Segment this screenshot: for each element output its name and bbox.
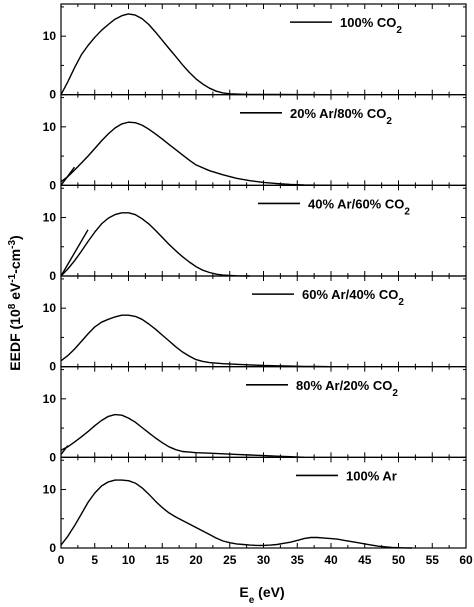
eedf-curve [60,121,332,186]
legend-label: 20% Ar/80% CO2 [290,106,392,127]
legend-label: 100% Ar [346,468,397,483]
legend-label-subscript: 2 [396,25,402,36]
fit-line [60,229,89,277]
x-tick-label: 5 [91,553,98,567]
legend-label: 100% CO2 [340,15,402,35]
panel-5: 0 10 80% Ar/20% CO2 [43,366,467,464]
y-tick-label: 0 [49,269,56,283]
x-axis-title: Ee (eV) [239,584,284,606]
x-tick-label: 30 [257,553,271,567]
panel-frame [60,456,467,549]
x-tick-label: 55 [426,553,440,567]
y-tick-label: 10 [43,120,57,134]
y-tick-label: 10 [43,483,57,497]
y-axis-title-part3: -cm [7,249,23,274]
x-tick-label: 10 [122,553,136,567]
x-tick-label: 0 [58,553,65,567]
y-axis-title-part1: EEDF (10 [7,309,23,371]
x-tick-label: 45 [358,553,372,567]
x-axis-title-unit: (eV) [254,584,284,600]
legend-label-main: 60% Ar/40% CO [302,287,398,302]
y-axis-title-exp3: -3 [7,240,18,249]
fit-line [60,445,69,455]
panel-frame [60,3,467,96]
x-axis-title-main: E [239,584,248,600]
legend-label-main: 100% Ar [346,468,397,483]
legend-label-subscript: 2 [398,297,404,308]
panel-2: 0 10 20% Ar/80% CO2 [43,94,467,192]
y-tick-label: 0 [49,88,56,102]
x-tick-label: 35 [291,553,305,567]
x-tick-label: 20 [189,553,203,567]
y-axis-title: EEDF (108 eV-1-cm-3) [7,235,24,370]
x-tick-label: 25 [223,553,237,567]
panel-3: 0 10 40% Ar/60% CO2 [43,184,467,283]
eedf-curve [60,314,332,368]
legend-label-main: 80% Ar/20% CO [296,378,392,393]
y-tick-label: 10 [43,29,57,43]
x-tick-label: 60 [459,553,473,567]
x-axis-title-subscript: e [249,595,255,606]
y-axis-title-exp1: 8 [7,303,18,309]
eedf-curve [60,212,251,277]
eedf-curve [60,479,413,549]
x-tick-label: 50 [392,553,406,567]
legend-label-subscript: 2 [392,387,398,398]
eedf-curve [60,13,332,96]
legend-label-subscript: 2 [386,115,392,126]
legend-label: 80% Ar/20% CO2 [296,378,398,399]
y-tick-label: 10 [43,301,57,315]
panel-6: 0 10 100% Ar [43,456,467,555]
y-tick-label: 10 [43,392,57,406]
x-tick-label: 15 [156,553,170,567]
panel-frame [60,366,467,458]
legend-label: 60% Ar/40% CO2 [302,287,404,308]
panel-frame [60,275,467,368]
y-tick-label: 0 [49,450,56,464]
y-tick-label: 0 [49,360,56,374]
x-tick-label: 40 [324,553,338,567]
legend-label: 40% Ar/60% CO2 [308,196,410,217]
y-axis-title-exp2: -1 [7,273,18,282]
panel-1: 0 10 100% CO2 [43,3,467,102]
panel-frame [60,184,467,277]
y-tick-label: 0 [49,541,56,555]
panel-4: 0 10 60% Ar/40% CO2 [43,275,467,374]
eedf-curve [60,413,305,458]
x-axis: 0 5 10 15 20 25 30 35 40 45 50 55 60 [58,553,473,567]
panel-frame [60,94,467,186]
y-tick-label: 10 [43,211,57,225]
legend-label-main: 40% Ar/60% CO [308,196,404,211]
y-axis-title-part2: eV [7,282,23,304]
legend-label-main: 100% CO [340,15,396,30]
y-axis-title-part4: ) [7,235,23,240]
legend-label-main: 20% Ar/80% CO [290,106,386,121]
legend-label-subscript: 2 [404,206,410,217]
y-tick-label: 0 [49,178,56,192]
fit-line [60,166,76,186]
